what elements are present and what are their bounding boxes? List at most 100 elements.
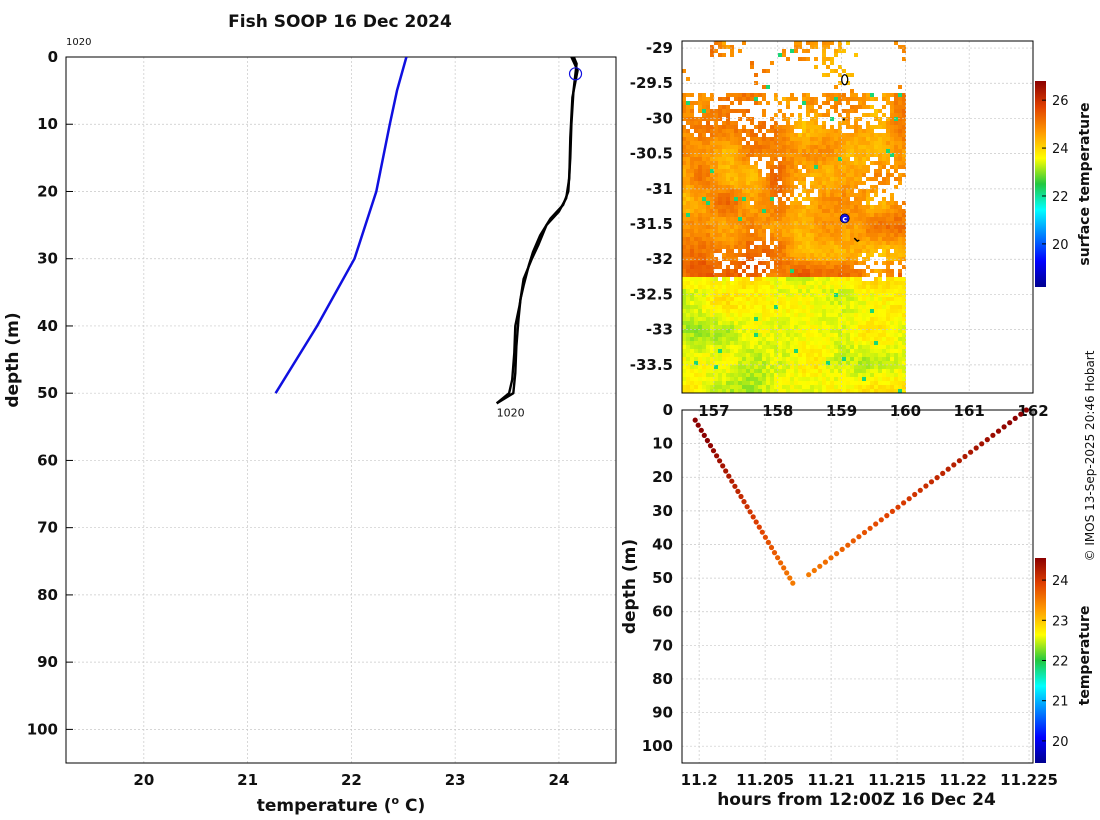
map-cell [902, 117, 906, 121]
map-cell [890, 101, 894, 105]
section-point [707, 443, 714, 449]
map-cell [694, 285, 698, 289]
map-cell [866, 97, 870, 101]
map-cell [782, 325, 786, 329]
map-cell [902, 121, 906, 125]
map-cell [902, 213, 906, 217]
map-cell [866, 165, 870, 169]
map-cell [890, 325, 894, 329]
map-cell [870, 137, 874, 141]
map-cell [894, 253, 898, 257]
map-cell [730, 237, 734, 241]
map-cell [686, 289, 690, 293]
map-cell [830, 385, 834, 389]
map-cell [838, 129, 842, 133]
map-cell [734, 253, 738, 257]
map-cell [834, 317, 838, 321]
map-cell [882, 161, 886, 165]
map-cell [694, 301, 698, 305]
map-cell [866, 297, 870, 301]
map-cell [698, 237, 702, 241]
map-cell [850, 213, 854, 217]
map-cell [898, 45, 902, 49]
map-cell [694, 197, 698, 201]
map-cell [682, 309, 686, 313]
map-cell [750, 365, 754, 369]
map-cell [790, 373, 794, 377]
map-cell [722, 157, 726, 161]
map-cell [810, 197, 814, 201]
map-cell [826, 349, 830, 353]
map-cell [882, 149, 886, 153]
map-cell [790, 113, 794, 117]
map-cell [874, 381, 878, 385]
map-cell [790, 289, 794, 293]
map-cell [850, 381, 854, 385]
map-cell [882, 237, 886, 241]
map-cell [766, 153, 770, 157]
map-cell [786, 297, 790, 301]
map-cell [726, 273, 730, 277]
map-cell [726, 141, 730, 145]
map-cell [822, 253, 826, 257]
map-cell [862, 141, 866, 145]
map-cell [834, 333, 838, 337]
map-cell [694, 193, 698, 197]
map-cell [846, 285, 850, 289]
map-cell [746, 381, 750, 385]
map-cell [830, 181, 834, 185]
map-cell [770, 201, 774, 205]
map-cell [862, 245, 866, 249]
map-cell [746, 205, 750, 209]
map-cell [738, 201, 742, 205]
map-cell [718, 353, 722, 357]
map-cell [738, 101, 742, 105]
map-cell [886, 265, 890, 269]
map-cell [794, 385, 798, 389]
map-cell [710, 285, 714, 289]
map-cell [870, 189, 874, 193]
map-cell [726, 45, 730, 49]
map-cell [726, 353, 730, 357]
map-cell [718, 141, 722, 145]
map-cell [898, 161, 902, 165]
map-cell [878, 165, 882, 169]
section-point [984, 437, 990, 443]
map-cell [902, 353, 906, 357]
map-cell [898, 249, 902, 253]
map-cell [870, 217, 874, 221]
map-cell [830, 305, 834, 309]
map-cell [894, 321, 898, 325]
map-cell [766, 293, 770, 297]
map-cell [818, 369, 822, 373]
map-cell [886, 377, 890, 381]
map-cell [694, 313, 698, 317]
map-cell [802, 121, 806, 125]
map-cell [710, 49, 714, 53]
map-cell [778, 53, 782, 57]
map-cell [806, 389, 810, 393]
map-cell [714, 117, 718, 121]
map-cell [750, 369, 754, 373]
map-cell [894, 381, 898, 385]
map-cell [734, 281, 738, 285]
map-cell [774, 177, 778, 181]
map-cell [886, 161, 890, 165]
map-cell [734, 277, 738, 281]
map-cell [778, 297, 782, 301]
map-cell [822, 181, 826, 185]
profile-axes-frame [65, 56, 617, 764]
map-cell [770, 281, 774, 285]
map-cell [802, 301, 806, 305]
map-cell [770, 225, 774, 229]
map-cell [774, 121, 778, 125]
map-cell [814, 249, 818, 253]
map-cell [794, 41, 798, 45]
map-cell [834, 193, 838, 197]
map-cell [702, 137, 706, 141]
map-cell [890, 217, 894, 221]
map-cell [782, 329, 786, 333]
map-cell [770, 241, 774, 245]
map-cell [726, 245, 730, 249]
map-cell [682, 301, 686, 305]
